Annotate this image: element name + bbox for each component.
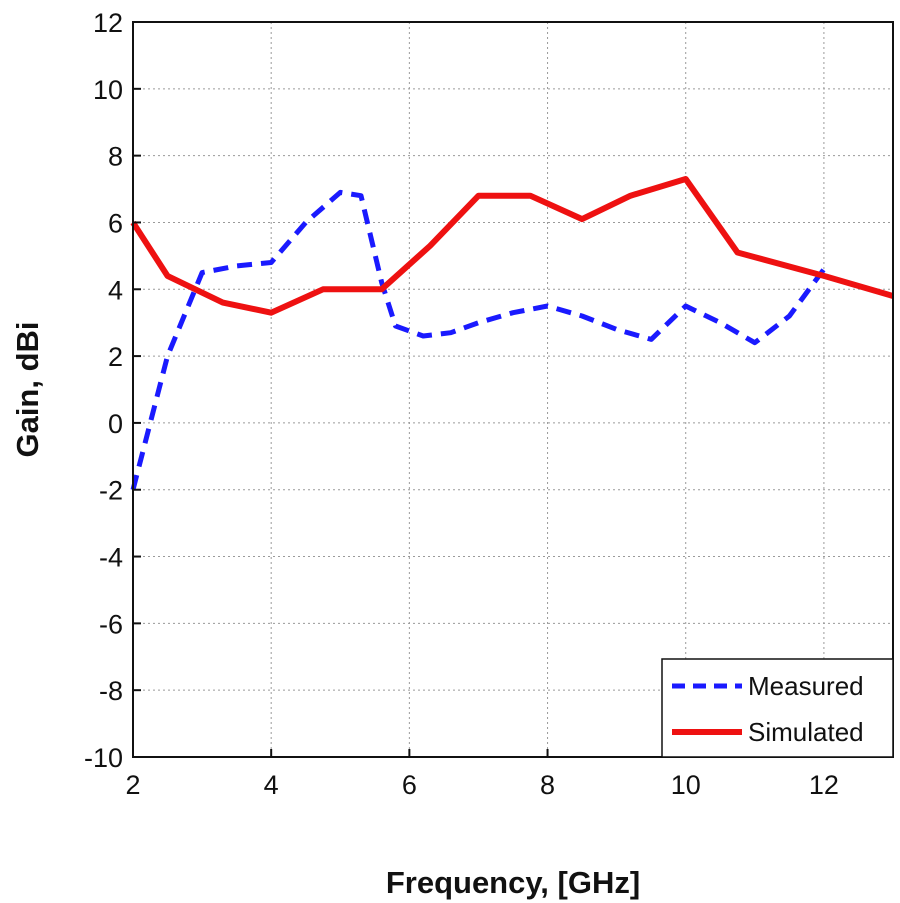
y-tick-label: -4 xyxy=(99,543,123,573)
plot-frame xyxy=(132,21,894,758)
series-line-simulated xyxy=(130,176,894,316)
legend-label-simulated: Simulated xyxy=(748,717,864,747)
y-tick-label: 4 xyxy=(108,275,123,305)
x-tick-label: 2 xyxy=(125,770,140,800)
series-line-measured xyxy=(130,189,826,491)
grid-lines xyxy=(133,22,893,757)
x-tick-label: 8 xyxy=(540,770,555,800)
axis-ticks: 2 4 6 8 10 12 -10 -8 -6 -4 -2 0 2 4 6 8 10 12 xyxy=(84,8,839,800)
x-tick-label: 10 xyxy=(671,770,701,800)
y-tick-label: 8 xyxy=(108,142,123,172)
series-lines xyxy=(130,176,894,491)
y-axis-title: Gain, dBi xyxy=(10,321,45,457)
legend: Measured Simulated xyxy=(661,658,894,758)
y-tick-label: 2 xyxy=(108,342,123,372)
y-tick-label: -2 xyxy=(99,476,123,506)
legend-box xyxy=(661,658,894,758)
y-tick-label: -10 xyxy=(84,743,123,773)
y-tick-label: -8 xyxy=(99,676,123,706)
x-tick-label: 12 xyxy=(809,770,839,800)
y-tick-label: -6 xyxy=(99,609,123,639)
legend-label-measured: Measured xyxy=(748,671,864,701)
y-tick-label: 10 xyxy=(93,75,123,105)
y-tick-label: 0 xyxy=(108,409,123,439)
x-tick-label: 4 xyxy=(264,770,279,800)
x-axis-title: Frequency, [GHz] xyxy=(386,865,640,900)
x-tick-label: 6 xyxy=(402,770,417,800)
y-tick-label: 12 xyxy=(93,8,123,38)
y-tick-label: 6 xyxy=(108,208,123,238)
